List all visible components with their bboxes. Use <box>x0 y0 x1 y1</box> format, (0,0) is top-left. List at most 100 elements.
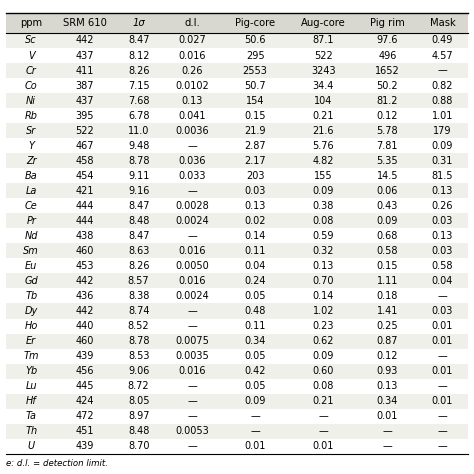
Text: Yb: Yb <box>25 366 37 376</box>
Text: —: — <box>438 351 447 361</box>
Text: 0.15: 0.15 <box>245 110 266 120</box>
Text: 0.49: 0.49 <box>432 36 453 46</box>
Text: 1652: 1652 <box>375 65 400 75</box>
Text: La: La <box>26 186 37 196</box>
Bar <box>6 364 468 379</box>
Text: Ba: Ba <box>25 171 37 181</box>
Text: 451: 451 <box>76 426 94 436</box>
Text: 0.04: 0.04 <box>432 276 453 286</box>
Text: 0.58: 0.58 <box>432 261 453 271</box>
Text: 0.03: 0.03 <box>245 186 266 196</box>
Text: 445: 445 <box>76 381 94 391</box>
Text: 0.0053: 0.0053 <box>175 426 209 436</box>
Text: 0.31: 0.31 <box>432 155 453 166</box>
Text: —: — <box>438 291 447 301</box>
Text: 0.11: 0.11 <box>245 246 266 256</box>
Text: 11.0: 11.0 <box>128 126 149 136</box>
Text: 0.25: 0.25 <box>376 321 398 331</box>
Bar <box>6 123 468 138</box>
Bar <box>6 334 468 348</box>
Text: 1.02: 1.02 <box>313 306 334 316</box>
Text: 0.60: 0.60 <box>313 366 334 376</box>
Text: —: — <box>188 411 197 421</box>
Bar <box>6 289 468 303</box>
Text: 439: 439 <box>76 441 94 451</box>
Text: 460: 460 <box>76 336 94 346</box>
Text: 50.6: 50.6 <box>245 36 266 46</box>
Text: 0.01: 0.01 <box>432 321 453 331</box>
Text: —: — <box>188 441 197 451</box>
Text: Zr: Zr <box>26 155 36 166</box>
Text: 0.03: 0.03 <box>432 306 453 316</box>
Text: 0.0024: 0.0024 <box>175 291 209 301</box>
Text: —: — <box>438 426 447 436</box>
Text: 3243: 3243 <box>311 65 336 75</box>
Text: 9.11: 9.11 <box>128 171 149 181</box>
Bar <box>6 393 468 409</box>
Text: 0.0028: 0.0028 <box>175 201 209 211</box>
Text: 155: 155 <box>314 171 333 181</box>
Text: Hf: Hf <box>26 396 36 406</box>
Text: 0.14: 0.14 <box>313 291 334 301</box>
Text: —: — <box>319 426 328 436</box>
Text: 8.72: 8.72 <box>128 381 149 391</box>
Text: 0.0036: 0.0036 <box>175 126 209 136</box>
Text: —: — <box>319 411 328 421</box>
Text: 0.09: 0.09 <box>245 396 266 406</box>
Text: 8.26: 8.26 <box>128 261 149 271</box>
Text: 0.05: 0.05 <box>245 291 266 301</box>
Text: 8.12: 8.12 <box>128 51 149 61</box>
Text: —: — <box>250 411 260 421</box>
Text: 0.21: 0.21 <box>313 110 334 120</box>
Text: —: — <box>438 65 447 75</box>
Text: 0.01: 0.01 <box>432 396 453 406</box>
Text: Aug-core: Aug-core <box>301 18 346 28</box>
Bar <box>6 168 468 183</box>
Text: 0.59: 0.59 <box>313 231 334 241</box>
Text: 0.34: 0.34 <box>377 396 398 406</box>
Text: 0.32: 0.32 <box>313 246 334 256</box>
Text: —: — <box>188 141 197 151</box>
Text: 14.5: 14.5 <box>376 171 398 181</box>
Text: Nd: Nd <box>25 231 38 241</box>
Text: V: V <box>28 51 35 61</box>
Text: 0.03: 0.03 <box>432 216 453 226</box>
Text: 21.6: 21.6 <box>313 126 334 136</box>
Text: 0.03: 0.03 <box>432 246 453 256</box>
Text: 8.05: 8.05 <box>128 396 149 406</box>
Text: 0.13: 0.13 <box>182 96 203 106</box>
Text: 8.47: 8.47 <box>128 201 149 211</box>
Text: 0.42: 0.42 <box>245 366 266 376</box>
Text: 456: 456 <box>76 366 94 376</box>
Text: 0.05: 0.05 <box>245 381 266 391</box>
Text: 458: 458 <box>76 155 94 166</box>
Text: 0.09: 0.09 <box>313 351 334 361</box>
Bar <box>6 439 468 454</box>
Text: 387: 387 <box>76 81 94 91</box>
Text: Dy: Dy <box>25 306 38 316</box>
Text: 1.01: 1.01 <box>432 110 453 120</box>
Bar <box>6 138 468 153</box>
Text: 437: 437 <box>76 96 94 106</box>
Text: —: — <box>188 231 197 241</box>
Text: 0.033: 0.033 <box>179 171 206 181</box>
Text: 440: 440 <box>76 321 94 331</box>
Text: 0.34: 0.34 <box>245 336 266 346</box>
Text: 9.06: 9.06 <box>128 366 149 376</box>
Text: 0.58: 0.58 <box>376 246 398 256</box>
Text: 81.5: 81.5 <box>432 171 453 181</box>
Bar <box>6 93 468 108</box>
Text: ppm: ppm <box>20 18 42 28</box>
Bar <box>6 228 468 243</box>
Text: 0.82: 0.82 <box>432 81 453 91</box>
Text: Pr: Pr <box>26 216 36 226</box>
Text: 0.70: 0.70 <box>313 276 334 286</box>
Text: 5.35: 5.35 <box>376 155 398 166</box>
Bar <box>6 303 468 319</box>
Text: 0.05: 0.05 <box>245 351 266 361</box>
Text: Pig rim: Pig rim <box>370 18 405 28</box>
Text: 0.87: 0.87 <box>376 336 398 346</box>
Text: 0.88: 0.88 <box>432 96 453 106</box>
Text: 0.041: 0.041 <box>179 110 206 120</box>
Text: 0.13: 0.13 <box>245 201 266 211</box>
